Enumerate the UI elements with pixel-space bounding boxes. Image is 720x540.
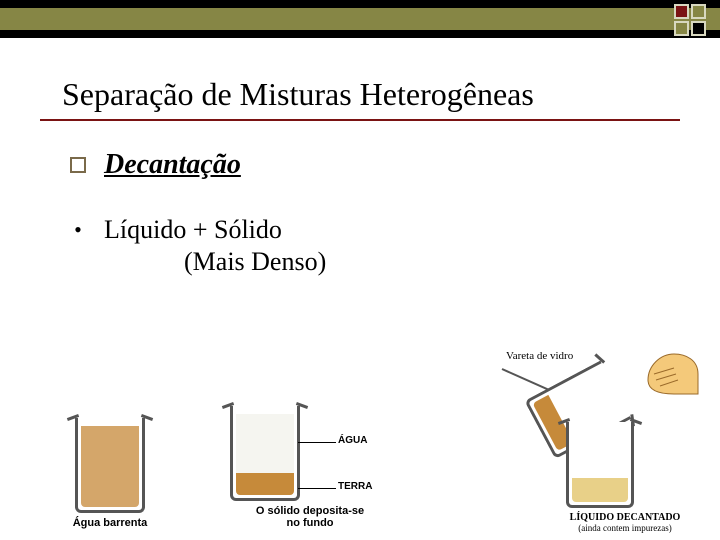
slide-top-bar	[0, 0, 720, 38]
bullet-square-icon	[70, 157, 86, 173]
caption-1: Água barrenta	[40, 517, 180, 530]
beaker-2: ÁGUA TERRA	[220, 396, 310, 501]
slide-title: Separação de Misturas Heterogêneas	[62, 76, 720, 113]
panel-settled: ÁGUA TERRA O sólido deposita-se no fundo	[210, 396, 410, 530]
subtitle: Decantação	[104, 149, 241, 181]
beaker-1	[65, 408, 155, 513]
rod-label: Vareta de vidro	[506, 350, 573, 362]
panel-pouring: Vareta de vidro LÍQUIDO DECANTADO (ainda…	[440, 350, 700, 530]
caption-2: O sólido deposita-se no fundo	[210, 505, 410, 530]
bullet-dot-icon: •	[70, 217, 86, 243]
hand-icon	[644, 344, 700, 398]
olive-band	[0, 8, 720, 30]
panel-muddy-water: Água barrenta	[40, 408, 180, 530]
corner-decor	[674, 4, 706, 36]
beaker-receiver	[556, 412, 644, 508]
title-underline	[40, 119, 680, 121]
caption-3: LÍQUIDO DECANTADO (ainda contem impureza…	[540, 512, 710, 534]
body-line-1: Líquido + Sólido	[104, 215, 282, 245]
diagram-area: Água barrenta ÁGUA TERRA O sólido deposi…	[40, 350, 700, 530]
body-line-2: (Mais Denso)	[184, 247, 720, 277]
label-agua: ÁGUA	[338, 436, 367, 446]
label-terra: TERRA	[338, 482, 372, 492]
